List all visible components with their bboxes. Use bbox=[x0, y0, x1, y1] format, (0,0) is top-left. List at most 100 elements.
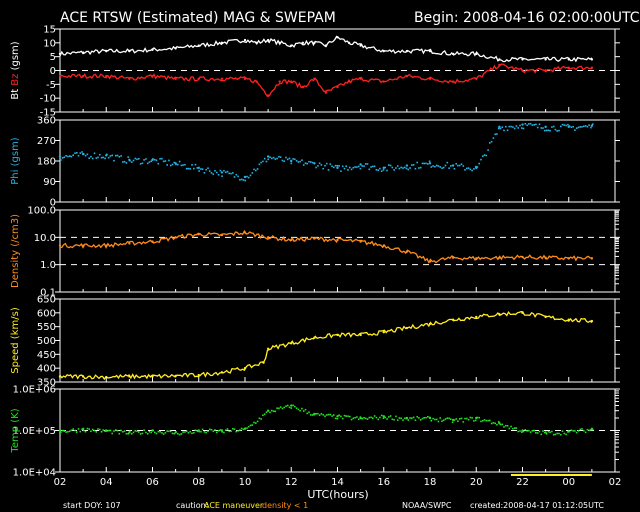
data-point bbox=[549, 129, 551, 132]
data-point bbox=[201, 168, 204, 170]
data-point bbox=[88, 157, 90, 159]
panel-frame bbox=[59, 119, 616, 203]
data-marker bbox=[105, 74, 108, 78]
data-point bbox=[150, 431, 152, 434]
data-marker bbox=[382, 415, 385, 418]
data-point bbox=[370, 416, 372, 419]
data-point bbox=[575, 127, 578, 129]
data-point bbox=[435, 164, 438, 167]
data-point bbox=[391, 418, 394, 421]
data-point bbox=[233, 428, 236, 430]
data-point bbox=[393, 418, 395, 421]
caution-density: density < 1 bbox=[262, 501, 308, 510]
data-point bbox=[99, 153, 101, 156]
data-point bbox=[528, 429, 530, 432]
data-point bbox=[100, 431, 103, 433]
data-marker bbox=[405, 250, 409, 253]
data-marker bbox=[255, 41, 258, 45]
data-point bbox=[196, 430, 199, 432]
data-point bbox=[398, 167, 401, 170]
data-point bbox=[148, 430, 151, 433]
data-point bbox=[207, 430, 209, 433]
data-point bbox=[400, 166, 402, 169]
data-point bbox=[412, 416, 415, 419]
data-point bbox=[565, 433, 567, 436]
data-point bbox=[364, 417, 367, 420]
series-line bbox=[59, 229, 592, 264]
data-point bbox=[123, 160, 126, 163]
data-point bbox=[279, 406, 282, 408]
data-marker bbox=[128, 49, 131, 53]
data-marker bbox=[220, 429, 224, 432]
data-point bbox=[295, 160, 298, 162]
data-marker bbox=[428, 322, 432, 326]
data-point bbox=[455, 163, 457, 165]
data-marker bbox=[243, 38, 247, 42]
y-tick-label: 600 bbox=[37, 308, 56, 319]
data-point bbox=[327, 413, 330, 416]
data-point bbox=[129, 430, 131, 432]
data-point bbox=[253, 168, 255, 171]
data-point bbox=[175, 163, 177, 166]
data-marker bbox=[475, 77, 478, 81]
data-point bbox=[535, 432, 537, 434]
data-point bbox=[180, 433, 183, 435]
data-point bbox=[258, 417, 261, 420]
data-point bbox=[177, 163, 179, 166]
data-point bbox=[414, 167, 417, 170]
data-point bbox=[269, 156, 271, 158]
data-point bbox=[308, 411, 310, 413]
data-marker bbox=[336, 85, 339, 89]
data-point bbox=[528, 123, 530, 125]
data-point bbox=[90, 155, 92, 158]
data-point bbox=[297, 408, 300, 411]
data-point bbox=[99, 428, 101, 431]
data-point bbox=[279, 156, 282, 158]
data-point bbox=[235, 430, 238, 433]
data-point bbox=[450, 165, 452, 167]
y-tick-label: 500 bbox=[37, 336, 56, 347]
data-point bbox=[551, 126, 553, 128]
data-point bbox=[272, 410, 275, 412]
data-marker bbox=[590, 427, 594, 430]
data-point bbox=[169, 430, 172, 433]
y-tick-label: 1.0E+05 bbox=[13, 426, 56, 437]
data-point bbox=[67, 155, 69, 158]
data-point bbox=[363, 165, 365, 167]
data-point bbox=[111, 432, 113, 435]
data-point bbox=[70, 429, 73, 432]
data-point bbox=[538, 123, 541, 126]
data-point bbox=[84, 154, 87, 157]
data-point bbox=[529, 431, 532, 433]
data-point bbox=[122, 161, 124, 163]
data-point bbox=[439, 166, 441, 168]
data-point bbox=[281, 159, 284, 162]
x-tick-label: 10 bbox=[239, 477, 252, 488]
series-bz bbox=[58, 63, 594, 98]
data-marker bbox=[58, 52, 62, 56]
data-marker bbox=[174, 162, 177, 165]
data-point bbox=[453, 419, 456, 421]
data-point bbox=[480, 158, 482, 161]
data-marker bbox=[243, 366, 247, 370]
data-point bbox=[318, 414, 321, 416]
data-point bbox=[292, 158, 294, 160]
data-point bbox=[352, 166, 355, 169]
y-tick-label: 15 bbox=[43, 25, 56, 36]
data-point bbox=[205, 431, 207, 434]
data-point bbox=[155, 159, 158, 162]
data-point bbox=[327, 169, 330, 171]
data-point bbox=[536, 432, 539, 434]
data-point bbox=[237, 175, 239, 178]
data-marker bbox=[544, 256, 547, 259]
data-point bbox=[531, 430, 534, 432]
data-marker bbox=[324, 44, 328, 47]
data-point bbox=[552, 125, 555, 128]
data-marker bbox=[382, 331, 385, 334]
data-point bbox=[239, 429, 241, 431]
data-point bbox=[473, 168, 475, 170]
data-marker bbox=[290, 80, 293, 83]
data-marker bbox=[451, 52, 455, 56]
data-point bbox=[203, 431, 206, 433]
data-point bbox=[515, 125, 518, 127]
